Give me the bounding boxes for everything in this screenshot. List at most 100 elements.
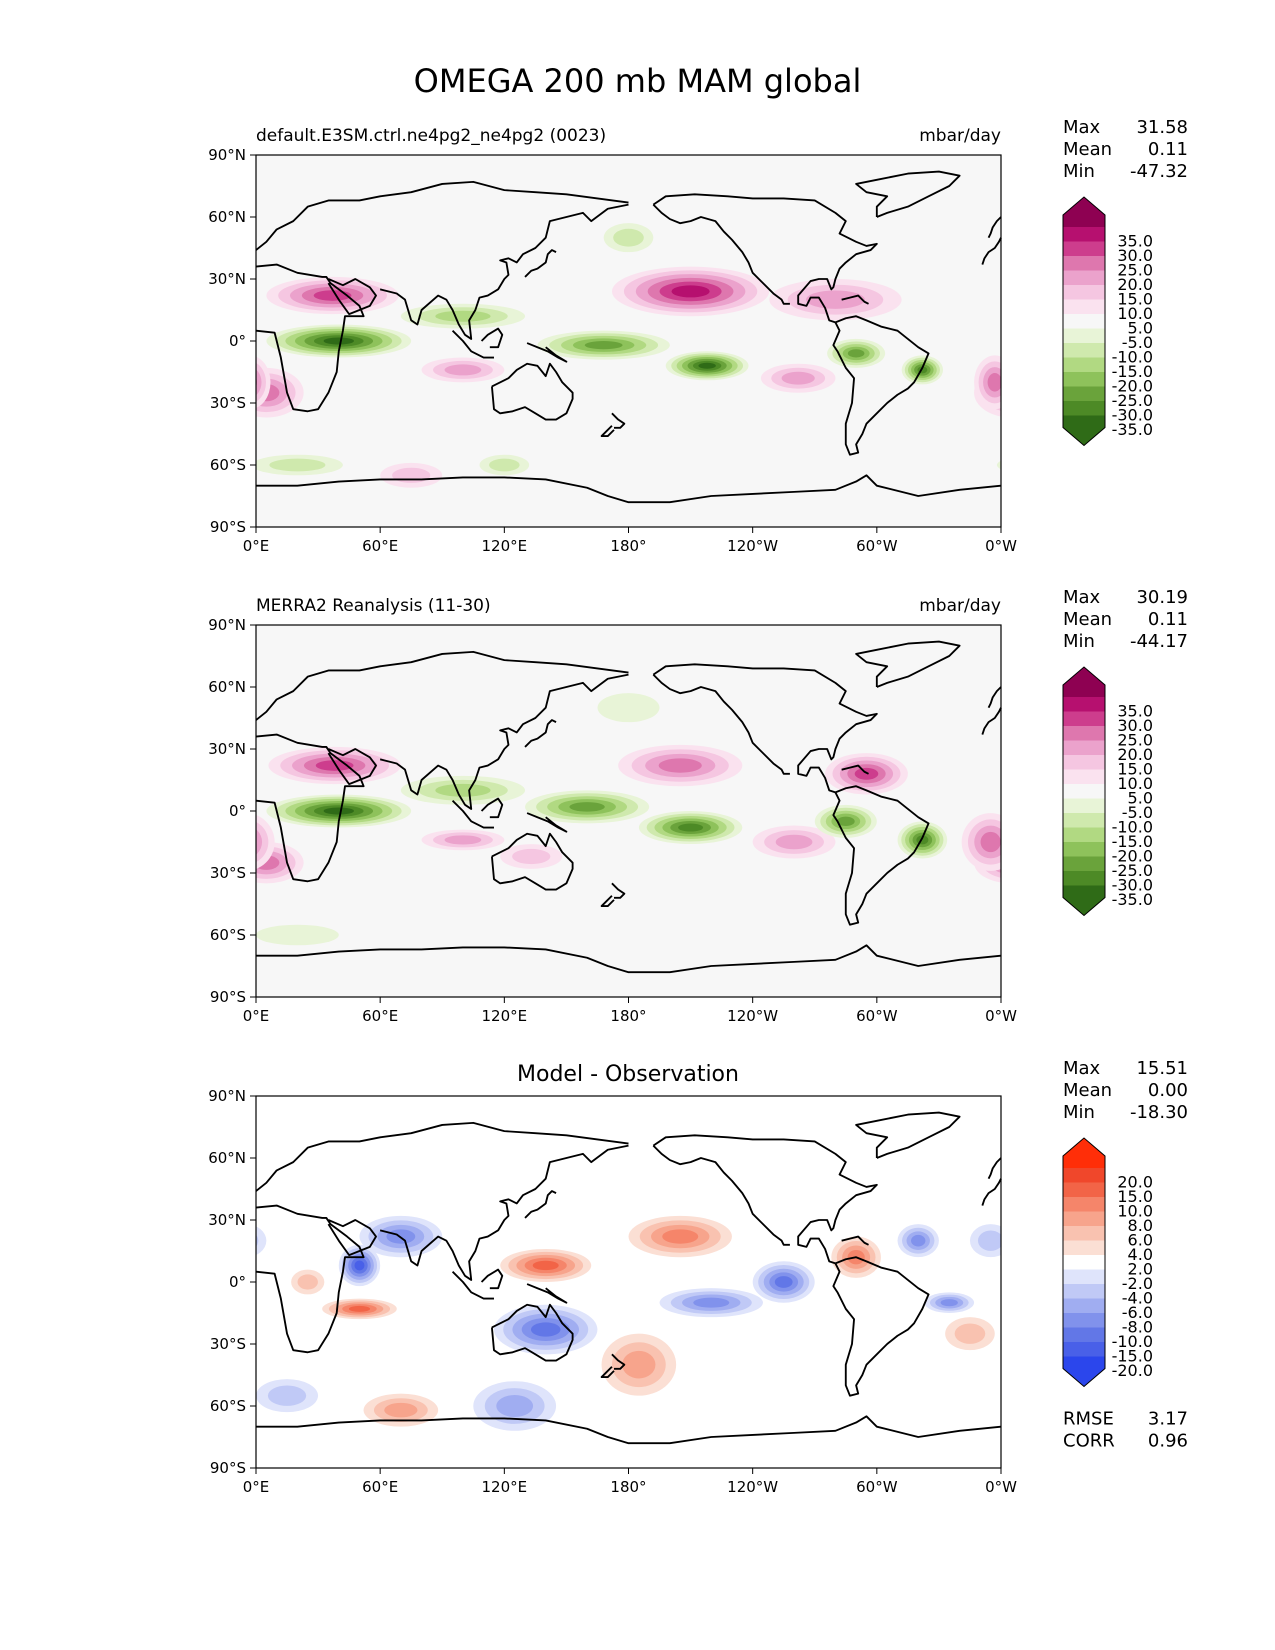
contour-band [998, 387, 1001, 398]
x-tick-label: 0°E [243, 1007, 270, 1025]
colorbar-extend-max [1063, 667, 1105, 697]
x-tick-label: 0°W [985, 537, 1017, 555]
colorbar-segment [1063, 386, 1105, 402]
colorbar-extend-max [1063, 197, 1105, 227]
stat-label: Min [1063, 161, 1095, 182]
colorbar-label: -25.0 [1112, 391, 1153, 410]
colorbar-segment [1063, 871, 1105, 886]
colorbar-segment [1063, 1255, 1105, 1270]
contour-band [698, 362, 716, 369]
x-tick-label: 60°W [856, 1007, 898, 1025]
colorbar-segment [1063, 1211, 1105, 1227]
colorbar-extend-max [1063, 1138, 1105, 1168]
colorbar-segment [1063, 740, 1105, 756]
contour-band [940, 1299, 958, 1307]
contour-band [996, 460, 1001, 470]
colorbar-label: 8.0 [1128, 1216, 1153, 1235]
contour-band [489, 458, 520, 472]
contour-band [662, 1229, 699, 1244]
contour-band [392, 467, 431, 483]
stat-label: Max [1063, 587, 1101, 608]
colorbar-segment [1063, 270, 1105, 286]
x-tick-label: 60°E [362, 1478, 398, 1496]
contour-band [256, 924, 339, 946]
contour-band [530, 1322, 561, 1337]
y-tick-label: 30°S [210, 864, 246, 882]
colorbar-label: -35.0 [1112, 890, 1153, 909]
contour-band [987, 373, 1001, 392]
x-tick-label: 120°W [727, 1478, 778, 1496]
colorbar-label: 25.0 [1117, 731, 1153, 750]
contour-band [256, 1226, 267, 1255]
x-tick-label: 120°E [482, 1007, 528, 1025]
contour-band [323, 807, 354, 815]
x-tick-label: 180° [610, 1007, 646, 1025]
colorbar-segment [1063, 1197, 1105, 1212]
y-tick-label: 60°N [208, 208, 246, 226]
contour-band [622, 1350, 656, 1379]
contour-band [678, 823, 704, 832]
y-tick-label: 90°S [210, 988, 246, 1006]
colorbar-extend-min [1063, 1356, 1105, 1387]
contour-band [774, 1276, 793, 1288]
contour-band [323, 337, 354, 345]
x-tick-label: 180° [610, 537, 646, 555]
colorbar-segment [1063, 227, 1105, 242]
x-tick-label: 60°E [362, 537, 398, 555]
stat-label: Mean [1063, 609, 1112, 630]
colorbar-label: 10.0 [1117, 774, 1153, 793]
y-tick-label: 90°N [208, 146, 246, 164]
contour-band [532, 1260, 559, 1271]
contour-band [512, 848, 551, 865]
colorbar-segment [1063, 798, 1105, 814]
colorbar-label: 35.0 [1117, 702, 1153, 721]
colorbar-label: 25.0 [1117, 261, 1153, 280]
contour-band [1014, 459, 1070, 472]
contour-band [806, 290, 865, 309]
colorbar-label: -35.0 [1112, 420, 1153, 439]
stat-label: Min [1063, 631, 1095, 652]
y-tick-label: 60°S [210, 456, 246, 474]
colorbar-segment [1063, 1182, 1105, 1198]
y-tick-label: 30°N [208, 1211, 246, 1229]
colorbar-label: 6.0 [1128, 1231, 1153, 1250]
colorbar-segment [1063, 769, 1105, 785]
panel-units: mbar/day [919, 126, 1001, 146]
contour-band [348, 1305, 371, 1312]
colorbar-label: -25.0 [1112, 861, 1153, 880]
colorbar-segment [1063, 357, 1105, 373]
stat-label: Max [1063, 117, 1101, 138]
colorbar-label: 20.0 [1117, 745, 1153, 764]
colorbar-segment [1063, 1269, 1105, 1285]
contour-band [354, 1260, 365, 1271]
colorbar-label: -6.0 [1122, 1303, 1153, 1322]
colorbar-label: 35.0 [1117, 232, 1153, 251]
contour-band [911, 1234, 926, 1247]
contour-band [977, 1230, 1001, 1251]
y-tick-label: 0° [229, 332, 246, 350]
stat-value: 30.19 [1136, 587, 1188, 608]
contour-band [980, 831, 1001, 853]
contour-band [781, 371, 815, 385]
x-tick-label: 60°E [362, 1007, 398, 1025]
y-tick-label: 60°S [210, 926, 246, 944]
contour-band [671, 285, 710, 298]
colorbar-label: -10.0 [1112, 348, 1153, 367]
colorbar-label: 15.0 [1117, 1187, 1153, 1206]
contour-band [435, 783, 491, 797]
panel-obs: 0°E 60°E 120°E 180° 120°W 60°W 0°W 90°N 60°N 30°… [208, 587, 1188, 1025]
colorbar-segment [1063, 314, 1105, 329]
contour-band [998, 858, 1001, 868]
x-tick-label: 0°W [985, 1007, 1017, 1025]
colorbar-label: 15.0 [1117, 290, 1153, 309]
y-tick-label: 90°N [208, 616, 246, 634]
y-tick-label: 90°N [208, 1087, 246, 1105]
colorbar-label: -30.0 [1112, 876, 1153, 895]
panel-center-title: Model - Observation [517, 1062, 739, 1087]
stat-label: Mean [1063, 1080, 1112, 1101]
colorbar-segment [1063, 1313, 1105, 1328]
y-tick-label: 0° [229, 802, 246, 820]
colorbar-segment [1063, 711, 1105, 727]
stat-label: Mean [1063, 139, 1112, 160]
contour-band [444, 835, 482, 845]
